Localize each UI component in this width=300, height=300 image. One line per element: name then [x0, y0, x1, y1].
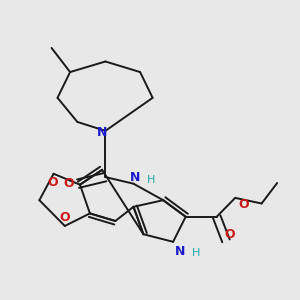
Text: O: O	[63, 176, 74, 190]
Text: O: O	[59, 211, 70, 224]
Text: N: N	[175, 244, 185, 258]
Text: O: O	[224, 228, 235, 242]
Text: O: O	[238, 198, 249, 211]
Text: N: N	[97, 126, 107, 139]
Text: H: H	[191, 248, 200, 258]
Text: O: O	[48, 176, 58, 188]
Text: H: H	[146, 176, 155, 185]
Text: N: N	[130, 171, 140, 184]
